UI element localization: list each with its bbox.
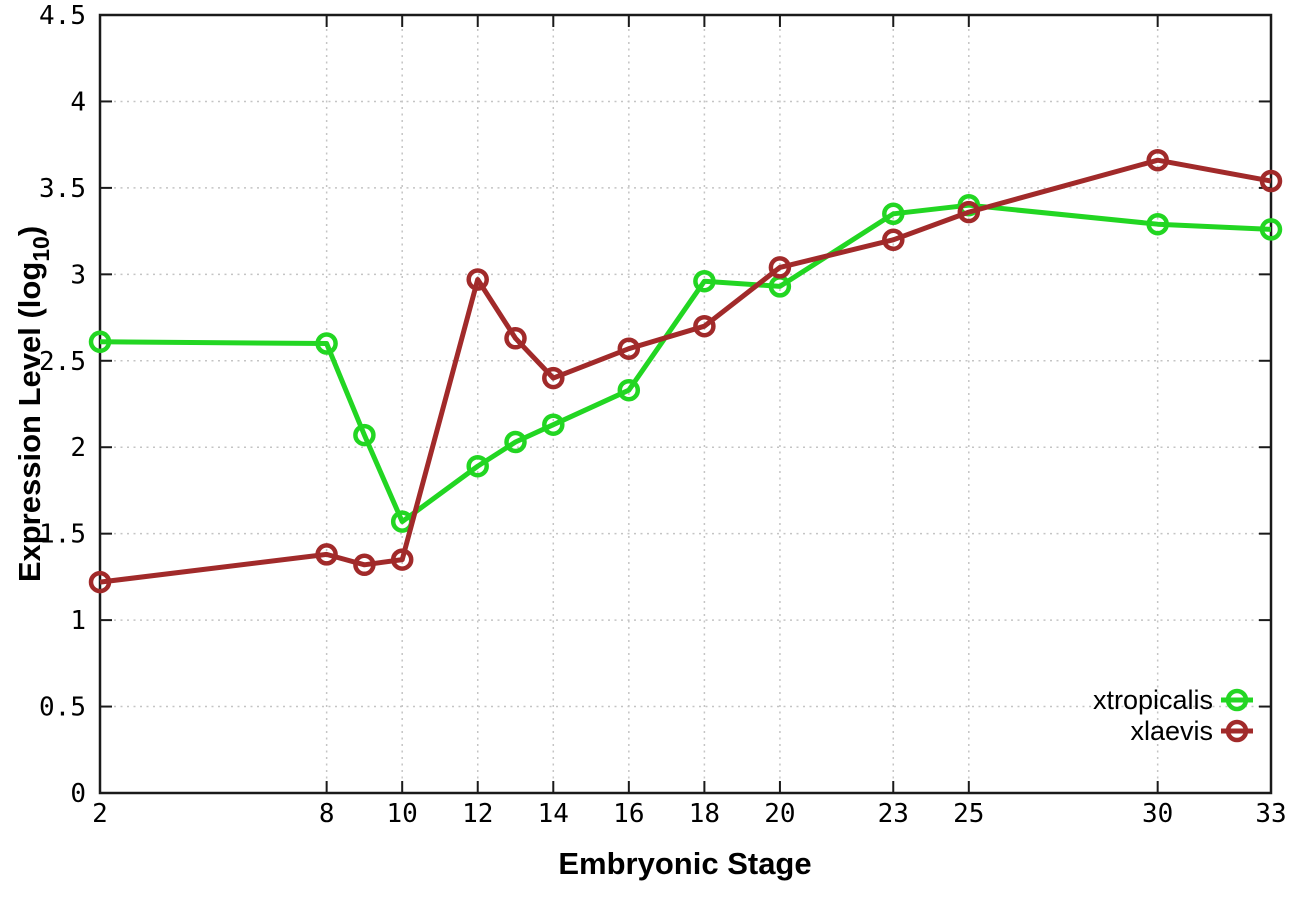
data-point-xlaevis xyxy=(88,570,112,594)
data-point-xtropicalis xyxy=(617,378,641,402)
tick-layer xyxy=(99,14,1272,794)
data-point-xlaevis xyxy=(1146,148,1169,172)
x-tick-label: 12 xyxy=(462,799,493,829)
data-point-xlaevis xyxy=(390,548,414,571)
x-tick-label: 20 xyxy=(764,799,795,829)
data-point-xtropicalis xyxy=(353,423,376,447)
x-tick-label: 25 xyxy=(953,799,984,829)
y-tick-label: 4.5 xyxy=(39,1,86,31)
data-point-xlaevis xyxy=(693,314,716,338)
y-axis-title: Expression Level (log10) xyxy=(12,226,54,582)
x-tick-label: 2 xyxy=(92,799,108,829)
x-tick-label: 16 xyxy=(613,799,644,829)
data-point-xtropicalis xyxy=(1146,212,1169,236)
data-point-xlaevis xyxy=(542,366,565,390)
data-point-xlaevis xyxy=(768,256,792,279)
data-point-xlaevis xyxy=(315,543,338,566)
x-tick-label: 33 xyxy=(1255,799,1286,829)
x-tick-label: 10 xyxy=(387,799,418,829)
data-point-xlaevis xyxy=(353,553,376,577)
legend-label-xtropicalis: xtropicalis xyxy=(1093,685,1213,715)
data-point-xtropicalis xyxy=(542,413,565,436)
data-point-xlaevis xyxy=(504,327,527,350)
x-tick-label: 23 xyxy=(878,799,909,829)
y-tick-label: 2.5 xyxy=(39,347,86,377)
data-point-xtropicalis xyxy=(504,430,527,454)
data-point-xlaevis xyxy=(617,337,641,360)
y-tick-label: 0.5 xyxy=(39,693,86,723)
y-tick-label: 1 xyxy=(70,606,86,636)
data-point-xtropicalis xyxy=(693,269,716,293)
y-tick-label: 2 xyxy=(70,433,86,463)
y-axis-title-close: ) xyxy=(12,226,47,236)
series-layer xyxy=(88,148,1283,594)
data-point-xtropicalis xyxy=(88,330,112,354)
y-tick-label: 4 xyxy=(70,87,86,117)
x-axis-title: Embryonic Stage xyxy=(558,846,811,881)
data-point-xlaevis xyxy=(882,228,905,252)
y-tick-label: 3 xyxy=(70,260,86,290)
data-point-xtropicalis xyxy=(315,332,338,355)
series-line-xlaevis xyxy=(99,157,1272,585)
legend-marker-xlaevis xyxy=(1225,719,1249,743)
x-tick-label: 14 xyxy=(538,799,569,829)
legend-marker-xtropicalis xyxy=(1225,688,1249,712)
plot-border xyxy=(98,13,1273,795)
y-axis-title-subscript: 10 xyxy=(28,236,54,262)
series-line-xtropicalis xyxy=(99,202,1272,525)
data-point-xtropicalis xyxy=(466,454,489,478)
grid-layer xyxy=(99,14,1272,794)
data-point-xlaevis xyxy=(957,200,981,224)
data-point-xlaevis xyxy=(466,268,489,291)
x-tick-label: 18 xyxy=(689,799,720,829)
y-tick-label: 3.5 xyxy=(39,174,86,204)
y-tick-label: 0 xyxy=(70,779,86,809)
data-point-xtropicalis xyxy=(1259,218,1283,241)
y-axis-title-main: Expression Level (log xyxy=(12,262,47,582)
tick-label-layer: 2 8 10 12 14 16 18 20 23 25 30 33 0 0.5 1 1.5 2 2.5 3 3.5 4 4… xyxy=(39,1,1287,829)
x-tick-label: 30 xyxy=(1142,799,1173,829)
x-tick-label: 8 xyxy=(319,799,335,829)
data-point-xtropicalis xyxy=(882,202,905,226)
y-tick-label: 1.5 xyxy=(39,520,86,550)
data-point-xlaevis xyxy=(1259,169,1283,193)
legend-label-xlaevis: xlaevis xyxy=(1130,716,1213,746)
